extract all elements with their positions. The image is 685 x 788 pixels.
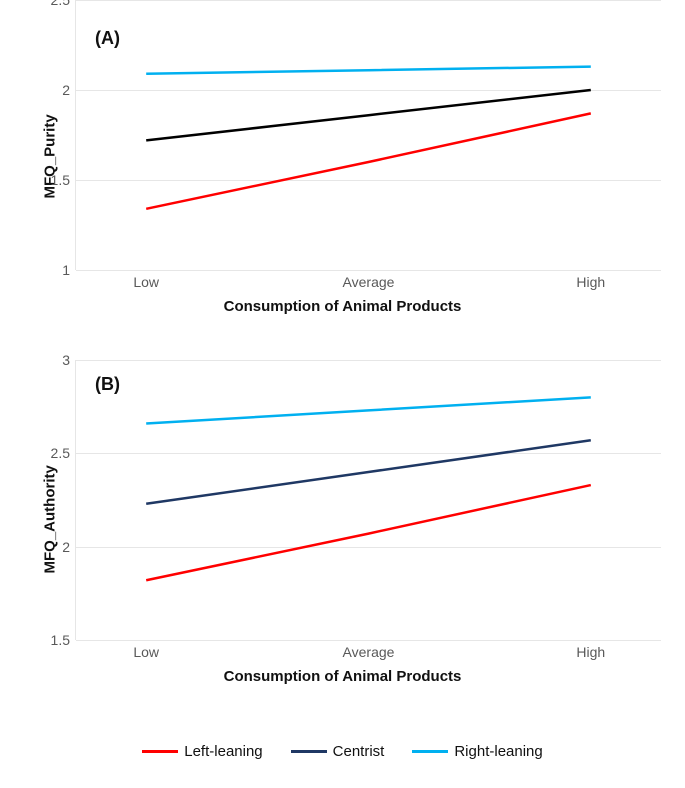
legend-label: Right-leaning — [454, 743, 542, 760]
y-tick-label: 2.5 — [51, 0, 76, 8]
legend-label: Left-leaning — [184, 743, 262, 760]
series-line — [146, 397, 591, 423]
y-tick-label: 2 — [62, 539, 76, 555]
legend-item: Centrist — [291, 743, 385, 760]
legend-swatch — [291, 750, 327, 753]
x-tick-label: Average — [343, 270, 395, 290]
x-axis-label: Consumption of Animal Products — [0, 668, 685, 685]
x-tick-label: High — [576, 640, 605, 660]
chart-lines — [76, 0, 661, 270]
legend-item: Left-leaning — [142, 743, 262, 760]
legend-swatch — [412, 750, 448, 753]
y-tick-label: 3 — [62, 352, 76, 368]
series-line — [146, 67, 591, 74]
series-line — [146, 90, 591, 140]
legend-item: Right-leaning — [412, 743, 542, 760]
panel-A: (A)MFQ_Purity11.522.5LowAverageHighConsu… — [0, 0, 685, 350]
chart-lines — [76, 360, 661, 640]
y-tick-label: 1 — [62, 262, 76, 278]
x-tick-label: Low — [133, 270, 159, 290]
y-tick-label: 2 — [62, 82, 76, 98]
series-line — [146, 113, 591, 208]
figure: (A)MFQ_Purity11.522.5LowAverageHighConsu… — [0, 0, 685, 788]
legend-swatch — [142, 750, 178, 753]
x-tick-label: Low — [133, 640, 159, 660]
panel-B: (B)MFQ_Authority1.522.53LowAverageHighCo… — [0, 360, 685, 720]
series-line — [146, 440, 591, 503]
series-line — [146, 485, 591, 580]
legend: Left-leaning Centrist Right-leaning — [0, 740, 685, 760]
x-axis-label: Consumption of Animal Products — [0, 298, 685, 315]
y-tick-label: 2.5 — [51, 445, 76, 461]
x-tick-label: Average — [343, 640, 395, 660]
y-tick-label: 1.5 — [51, 632, 76, 648]
plot-area: 1.522.53LowAverageHigh — [75, 360, 661, 640]
x-tick-label: High — [576, 270, 605, 290]
plot-area: 11.522.5LowAverageHigh — [75, 0, 661, 270]
legend-label: Centrist — [333, 743, 385, 760]
y-tick-label: 1.5 — [51, 172, 76, 188]
